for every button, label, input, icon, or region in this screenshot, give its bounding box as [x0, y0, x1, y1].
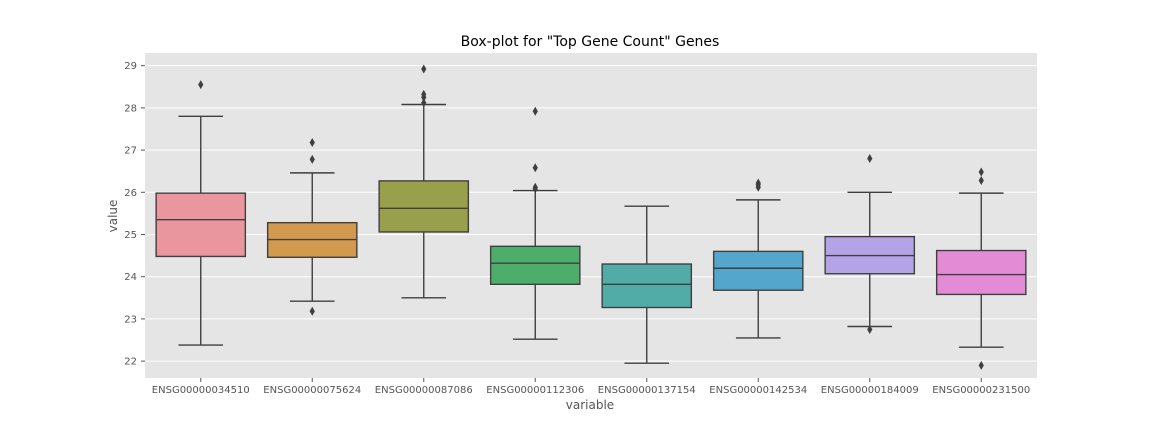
boxes — [155, 64, 1027, 370]
x-tick-label: ENSG00000034510 — [152, 385, 250, 396]
box-body — [601, 263, 693, 309]
outlier-point — [978, 360, 984, 370]
y-tick-label: 27 — [124, 146, 137, 157]
x-tick-label: ENSG00000184009 — [821, 385, 919, 396]
outlier-point — [421, 98, 427, 108]
box-ENSG00000231500 — [935, 167, 1027, 370]
outlier-point — [421, 89, 427, 99]
outlier-point — [421, 64, 427, 74]
y-tick-label: 26 — [124, 188, 137, 199]
x-axis-label: variable — [566, 398, 614, 412]
box-body — [378, 180, 470, 233]
outlier-point — [198, 80, 204, 90]
box-ENSG00000184009 — [824, 154, 916, 334]
x-tick-label: ENSG00000087086 — [375, 385, 473, 396]
x-tick-label: ENSG00000231500 — [932, 385, 1030, 396]
outlier-point — [978, 167, 984, 177]
outlier-point — [755, 178, 761, 188]
y-tick-label: 23 — [124, 314, 137, 325]
outlier-point — [309, 306, 315, 316]
outlier-point — [978, 175, 984, 185]
x-tick-label: ENSG00000142534 — [709, 385, 807, 396]
box-body — [155, 192, 247, 258]
outlier-point — [532, 182, 538, 192]
plot-background — [145, 53, 1037, 378]
box-ENSG00000034510 — [155, 80, 247, 346]
box-ENSG00000112306 — [489, 106, 581, 340]
outlier-point — [309, 137, 315, 147]
x-tick-label: ENSG00000075624 — [263, 385, 361, 396]
y-tick-label: 22 — [124, 357, 137, 368]
y-tick-label: 24 — [124, 272, 137, 283]
x-tick-label: ENSG00000137154 — [598, 385, 696, 396]
outlier-point — [532, 163, 538, 173]
y-axis-label: value — [106, 200, 120, 233]
chart-title: Box-plot for "Top Gene Count" Genes — [461, 34, 720, 50]
box-ENSG00000142534 — [712, 178, 804, 339]
box-ENSG00000087086 — [378, 64, 470, 299]
outlier-point — [309, 154, 315, 164]
outlier-point — [867, 324, 873, 334]
box-body — [489, 245, 581, 285]
outlier-point — [867, 154, 873, 164]
box-body — [712, 250, 804, 291]
box-ENSG00000075624 — [266, 137, 358, 316]
box-ENSG00000137154 — [601, 205, 693, 364]
outlier-point — [532, 106, 538, 116]
x-axis-ticks: ENSG00000034510 ENSG00000075624 ENSG000000… — [152, 378, 1030, 396]
y-tick-label: 28 — [124, 103, 137, 114]
x-tick-label: ENSG00000112306 — [486, 385, 584, 396]
y-tick-label: 25 — [124, 230, 137, 241]
box-body — [935, 249, 1027, 296]
y-tick-label: 29 — [124, 61, 137, 72]
y-axis-ticks: 22 23 24 25 26 27 28 29 — [124, 61, 145, 368]
